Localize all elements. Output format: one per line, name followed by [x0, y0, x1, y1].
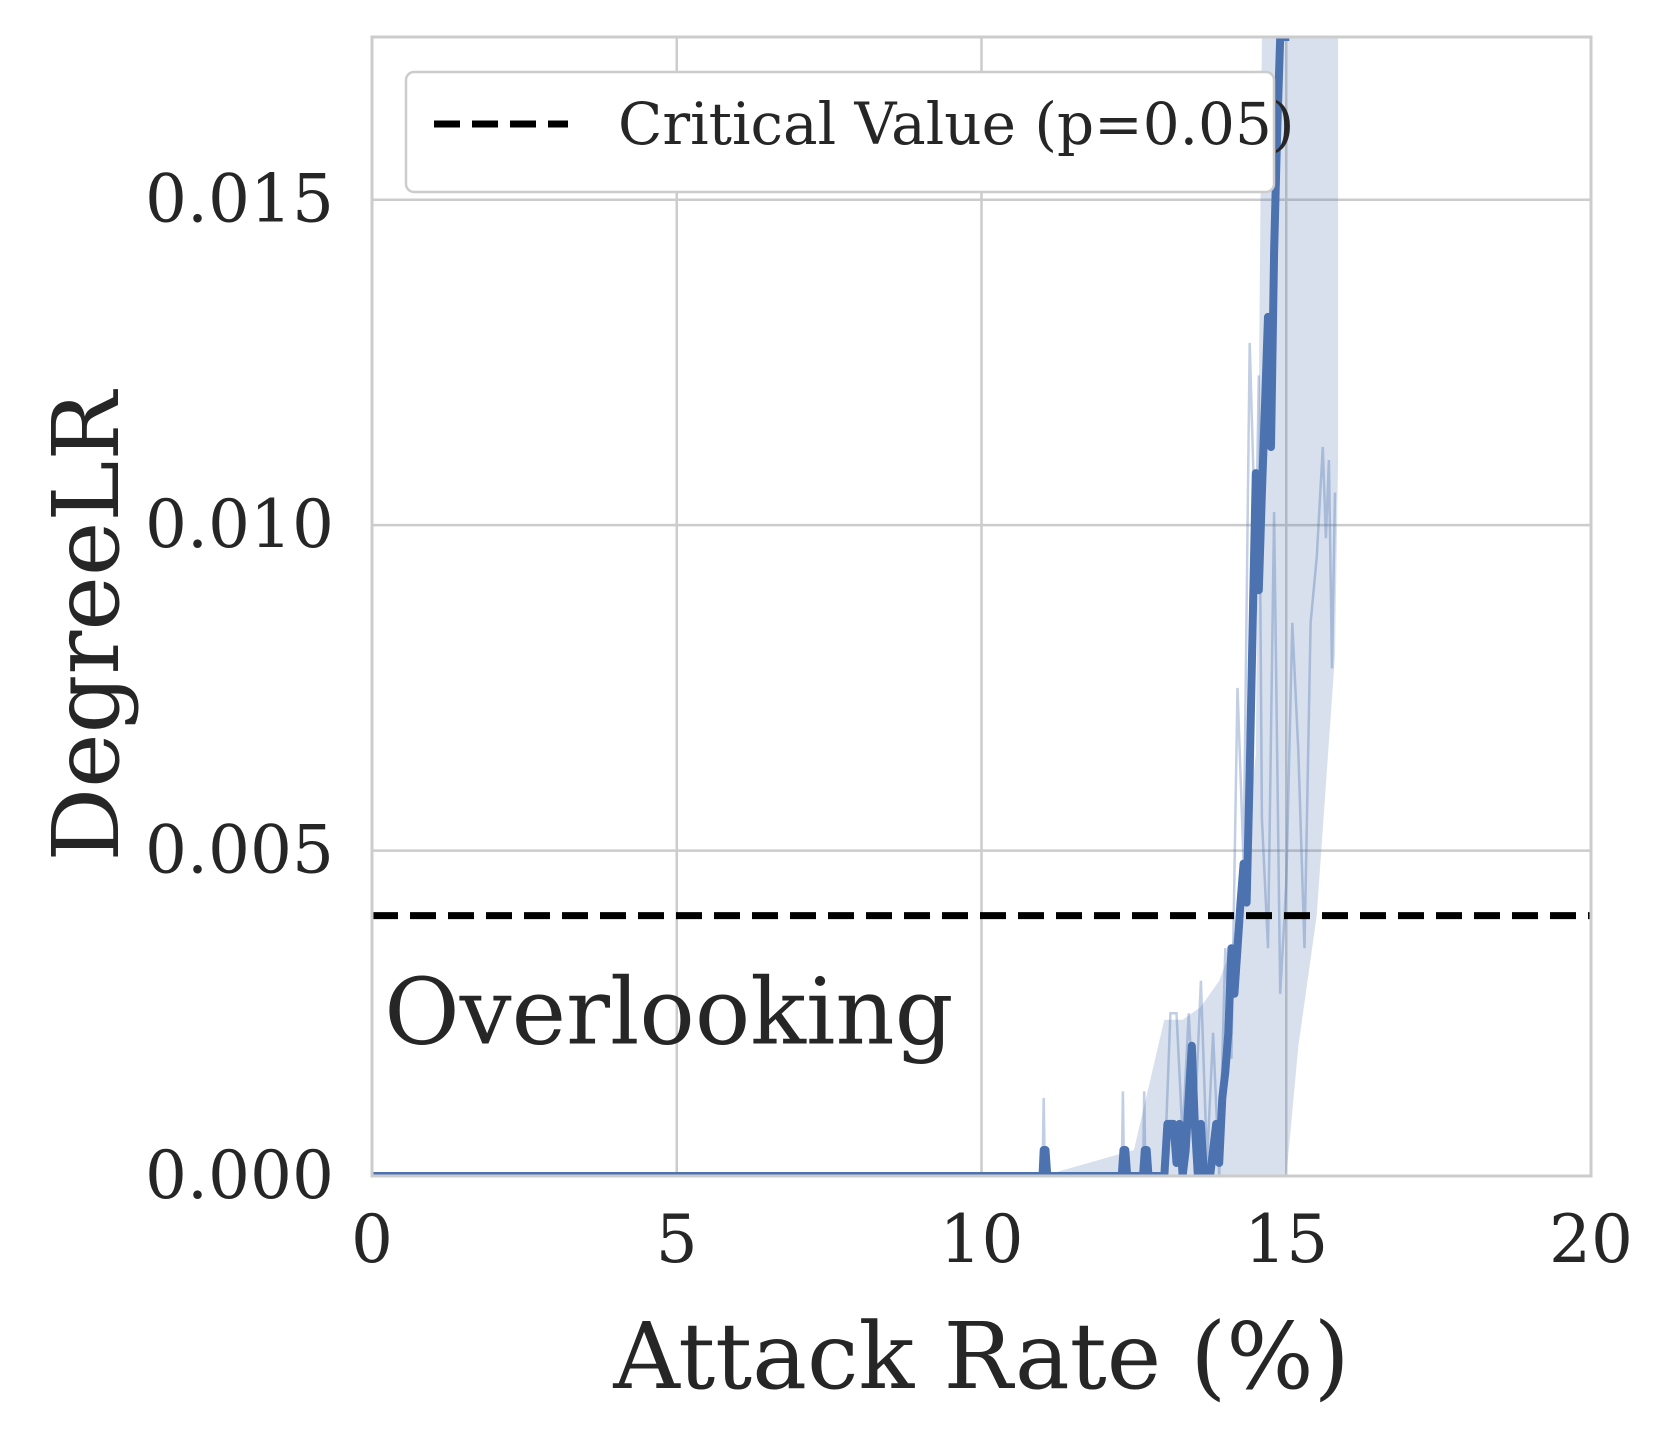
- tick-labels: 0 5 10 15 20 0.000 0.005 0.010 0.015: [145, 161, 1633, 1278]
- y-tick-label-0: 0.000: [145, 1137, 334, 1214]
- legend-label-critical-value: Critical Value (p=0.05): [618, 90, 1295, 158]
- x-tick-label-1: 5: [656, 1201, 698, 1278]
- y-tick-label-2: 0.010: [145, 486, 334, 563]
- y-tick-label-3: 0.015: [145, 161, 334, 238]
- confidence-band-layer: [1042, 37, 1339, 1176]
- confidence-band: [1042, 37, 1339, 1176]
- plot-frame: [370, 35, 1593, 1178]
- y-tick-label-1: 0.005: [145, 812, 334, 889]
- x-axis-title: Attack Rate (%): [612, 1303, 1349, 1410]
- annotation-overlooking: Overlooking: [384, 958, 953, 1065]
- y-axis-title: DegreeLR: [33, 389, 140, 862]
- x-tick-label-3: 15: [1244, 1201, 1328, 1278]
- legend: Critical Value (p=0.05): [404, 70, 1295, 194]
- x-tick-label-4: 20: [1549, 1201, 1633, 1278]
- series-line-degreelr: [372, 37, 1291, 1176]
- series-line-noise: [1041, 342, 1337, 1176]
- x-tick-label-2: 10: [940, 1201, 1024, 1278]
- legend-box: [404, 70, 1276, 194]
- series-layer: [372, 37, 1337, 1176]
- x-tick-label-0: 0: [351, 1201, 393, 1278]
